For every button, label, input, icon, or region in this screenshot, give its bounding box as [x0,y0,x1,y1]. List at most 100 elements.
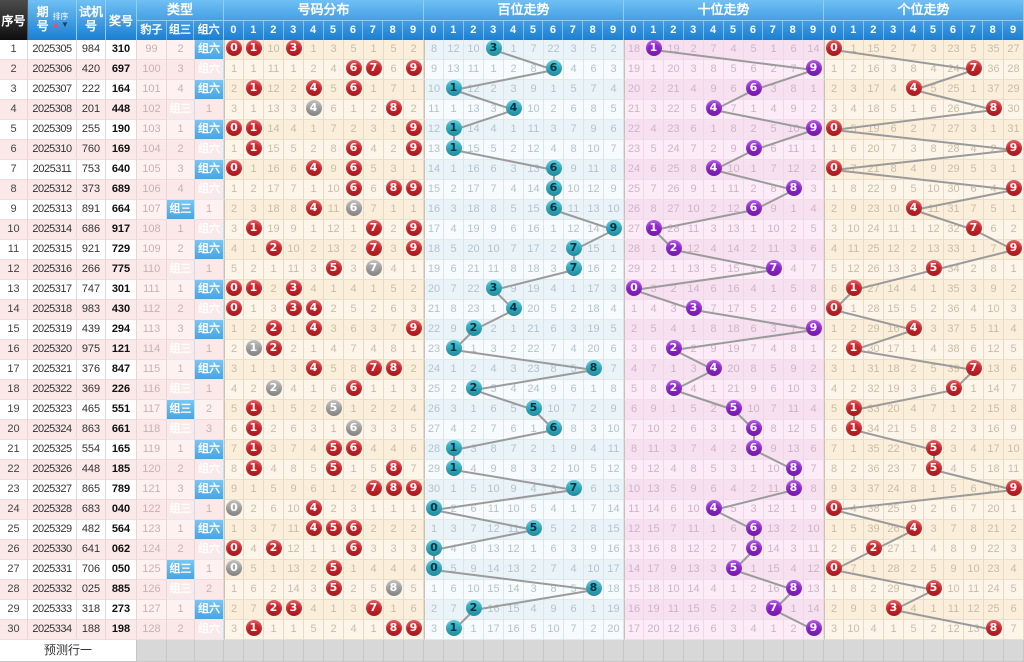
win-digit-circle: 1 [245,280,262,296]
omission-count-cell: 6 [844,140,864,160]
header-digit: 1 [844,21,864,40]
win-digit-circle: 9 [405,620,422,636]
digit-cell: 4 [304,160,324,180]
omission-count-cell: 9 [684,180,704,200]
omission-count-cell: 8 [664,540,684,560]
digit-cell: 3 [284,40,304,60]
type-badge: 组六 [195,440,224,460]
omission-count-cell: 11 [684,520,704,540]
trend-circle: 5 [925,260,942,276]
omission-count-cell: 1 [224,60,244,80]
table-row: 8 2025312 373 689 106 4 组六 1 2 17 7 1 10 6 6 8 9 15 2 17 7 4 1… [0,180,1024,200]
digit-cell: 1 [444,340,464,360]
win-digit-circle: 6 [345,520,362,536]
test-number-cell: 318 [77,600,106,620]
omission-count-cell: 8 [464,540,484,560]
sort-control[interactable]: 排序 ▲ ▼ [52,12,69,29]
win-digit-circle: 5 [325,580,342,596]
digit-cell: 9 [404,240,424,260]
table-row: 24 2025328 683 040 122 组三 1 0 2 6 10 4 2 3 1 1 1 0 2 6 11 10 5… [0,500,1024,520]
win-digit-circle: 1 [245,220,262,236]
period-cell: 2025309 [28,120,77,140]
omission-count-cell: 15 [504,600,524,620]
omission-count-cell: 20 [884,400,904,420]
type-count-cell: 3 [167,480,195,500]
omission-count-cell: 2 [304,560,324,580]
omission-count-cell: 9 [604,180,624,200]
digit-cell: 4 [304,300,324,320]
digit-cell: 1 [644,40,664,60]
omission-count-cell: 7 [644,180,664,200]
omission-count-cell: 2 [284,80,304,100]
omission-count-cell: 1 [284,620,304,640]
omission-count-cell: 11 [884,220,904,240]
type-badge: 组三 [167,500,195,520]
digit-cell: 2 [264,340,284,360]
omission-count-cell: 1 [384,500,404,520]
digit-cell: 9 [404,320,424,340]
omission-count-cell: 18 [264,200,284,220]
prediction-row-label[interactable]: 预测行一 [0,640,137,662]
omission-count-cell: 5 [364,460,384,480]
omission-count-cell: 6 [404,440,424,460]
footer-cell [504,640,524,662]
omission-count-cell: 3 [924,320,944,340]
digit-cell: 8 [784,480,804,500]
omission-count-cell: 14 [624,560,644,580]
omission-count-cell: 3 [304,580,324,600]
omission-count-cell: 4 [544,140,564,160]
omission-count-cell: 10 [984,300,1004,320]
omission-count-cell: 5 [564,80,584,100]
digit-cell: 7 [364,480,384,500]
seq-cell: 26 [0,540,28,560]
omission-count-cell: 5 [944,480,964,500]
digit-cell: 1 [844,340,864,360]
trend-circle: 2 [665,240,682,256]
sort-desc-icon[interactable]: ▼ [61,19,69,29]
omission-count-cell: 1 [664,260,684,280]
win-digit-circle: 1 [245,400,262,416]
omission-count-cell: 13 [504,560,524,580]
omission-count-cell: 22 [424,320,444,340]
footer-cell [524,640,544,662]
omission-count-cell: 10 [564,180,584,200]
trend-circle: 9 [805,620,822,636]
omission-count-cell: 8 [504,260,524,280]
omission-count-cell: 29 [624,260,644,280]
win-digit-circle: 9 [405,60,422,76]
omission-count-cell: 4 [324,60,344,80]
omission-count-cell: 11 [944,600,964,620]
trend-circle: 9 [805,320,822,336]
win-digit-circle: 8 [385,180,402,196]
test-number-cell: 984 [77,40,106,60]
type-badge: 组六 [195,220,224,240]
baozi-count-cell: 125 [137,560,167,580]
sort-asc-icon[interactable]: ▲ [52,19,60,29]
omission-count-cell: 15 [524,200,544,220]
omission-count-cell: 29 [884,580,904,600]
omission-count-cell: 7 [784,320,804,340]
omission-count-cell: 1 [684,320,704,340]
omission-count-cell: 1 [484,300,504,320]
omission-count-cell: 2 [564,520,584,540]
digit-cell: 4 [304,200,324,220]
omission-count-cell: 2 [344,580,364,600]
omission-count-cell: 4 [804,400,824,420]
omission-count-cell: 6 [264,500,284,520]
omission-count-cell: 2 [364,520,384,540]
omission-count-cell: 4 [344,620,364,640]
omission-count-cell: 4 [564,340,584,360]
type-badge: 组三 [167,100,195,120]
omission-count-cell: 4 [964,140,984,160]
digit-cell: 1 [244,120,264,140]
trend-circle: 8 [985,100,1002,116]
omission-count-cell: 9 [764,200,784,220]
omission-count-cell: 8 [804,280,824,300]
omission-count-cell: 1 [764,620,784,640]
footer-cell [824,640,844,662]
digit-cell: 8 [784,180,804,200]
omission-count-cell: 3 [404,540,424,560]
win-digit-circle: 1 [245,40,262,56]
test-number-cell: 683 [77,500,106,520]
omission-count-cell: 17 [724,300,744,320]
